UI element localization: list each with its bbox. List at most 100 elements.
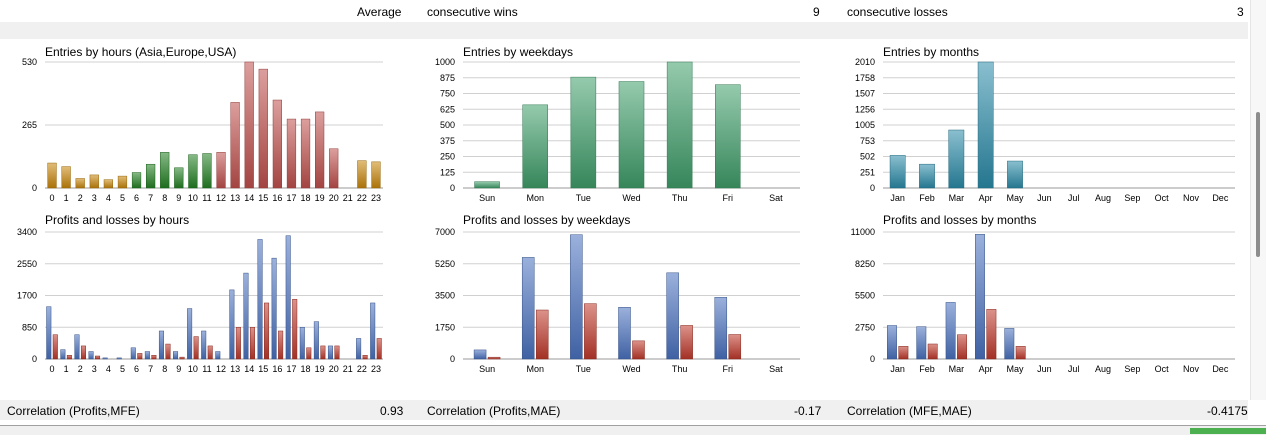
profit-bar xyxy=(60,349,66,360)
x-tick-label: Tue xyxy=(576,193,591,203)
x-tick-label: 11 xyxy=(202,193,211,203)
x-tick-label: 5 xyxy=(120,193,125,203)
tab-strip[interactable] xyxy=(0,425,1266,435)
bar xyxy=(131,172,142,189)
y-tick-label: 1507 xyxy=(855,89,875,99)
x-tick-label: Aug xyxy=(1095,364,1111,374)
x-tick-label: 23 xyxy=(371,364,381,374)
loss-bar xyxy=(306,347,312,360)
y-tick-label: 5250 xyxy=(435,259,455,269)
x-tick-label: Sun xyxy=(479,364,495,374)
x-tick-label: 0 xyxy=(50,193,55,203)
x-tick-label: 18 xyxy=(301,193,311,203)
profit-bar xyxy=(158,330,164,360)
x-tick-label: 8 xyxy=(162,193,167,203)
x-tick-label: Mar xyxy=(949,193,965,203)
bar xyxy=(315,111,325,189)
summary-row: Average consecutive wins 9 consecutive l… xyxy=(0,0,1248,22)
bar xyxy=(89,174,99,189)
chart-hours: Entries by hours (Asia,Europe,USA)026553… xyxy=(22,45,383,203)
x-tick-label: 13 xyxy=(230,193,240,203)
y-tick-label: 1005 xyxy=(855,120,875,130)
correlation-profits-mfe-value: 0.93 xyxy=(380,404,404,418)
x-tick-label: 2 xyxy=(78,193,83,203)
loss-bar xyxy=(235,327,241,360)
profit-bar xyxy=(130,347,136,360)
x-tick-label: Sat xyxy=(769,364,783,374)
correlation-profits-mfe-label: Correlation (Profits,MFE) xyxy=(7,404,140,418)
chart-title: Entries by months xyxy=(883,45,979,59)
y-tick-label: 1758 xyxy=(855,73,875,83)
loss-bar xyxy=(292,298,298,360)
y-tick-label: 250 xyxy=(440,152,455,162)
bar xyxy=(570,76,597,189)
y-tick-label: 1256 xyxy=(855,104,875,114)
x-tick-label: May xyxy=(1006,364,1024,374)
bar xyxy=(272,99,282,189)
scrollbar-thumb[interactable] xyxy=(1256,112,1260,257)
loss-bar xyxy=(376,338,382,360)
x-tick-label: Jul xyxy=(1068,193,1080,203)
bar xyxy=(174,167,184,189)
x-tick-label: 12 xyxy=(216,193,226,203)
bar xyxy=(715,84,741,189)
x-tick-label: 2 xyxy=(78,364,83,374)
bar xyxy=(117,175,128,189)
y-tick-label: 3500 xyxy=(435,291,455,301)
loss-bar xyxy=(320,345,326,360)
y-tick-label: 251 xyxy=(860,167,875,177)
chart-title: Profits and losses by weekdays xyxy=(463,213,630,227)
bar xyxy=(618,81,645,189)
profit-bar xyxy=(88,351,94,360)
x-tick-label: 9 xyxy=(176,364,181,374)
x-tick-label: 23 xyxy=(371,193,381,203)
x-tick-label: 15 xyxy=(258,364,268,374)
x-tick-label: 15 xyxy=(258,193,268,203)
bar xyxy=(146,163,156,189)
chart-title: Profits and losses by months xyxy=(883,213,1036,227)
profit-bar xyxy=(1004,328,1015,360)
bar xyxy=(258,68,268,189)
y-tick-label: 0 xyxy=(870,183,875,193)
chart-pl-hours: Profits and losses by hours0850170025503… xyxy=(17,213,383,374)
x-tick-label: Apr xyxy=(979,193,993,203)
loss-bar xyxy=(584,303,597,360)
correlation-profits-mae-value: -0.17 xyxy=(794,404,822,418)
bar xyxy=(1007,160,1023,189)
y-tick-label: 1700 xyxy=(17,291,37,301)
profit-bar xyxy=(243,272,249,360)
x-tick-label: 9 xyxy=(176,193,181,203)
loss-bar xyxy=(95,355,101,360)
profit-bar xyxy=(187,308,193,360)
loss-bar xyxy=(680,325,693,360)
bar xyxy=(666,61,693,189)
chart-weekdays: Entries by weekdays 0 125 250 375 500 625 750 87… xyxy=(435,45,800,203)
correlation-profits-mae-label: Correlation (Profits,MAE) xyxy=(427,404,561,418)
x-tick-label: Sat xyxy=(769,193,783,203)
x-tick-label: Jun xyxy=(1037,193,1052,203)
x-tick-label: 8 xyxy=(162,364,167,374)
y-tick-label: 0 xyxy=(870,354,875,364)
bar xyxy=(919,163,935,189)
bar xyxy=(357,160,367,189)
x-tick-label: 22 xyxy=(357,193,367,203)
y-tick-label: 502 xyxy=(860,152,875,162)
profit-bar xyxy=(945,302,956,360)
loss-bar xyxy=(362,355,368,360)
loss-bar xyxy=(334,345,340,360)
profit-bar xyxy=(215,351,221,360)
vertical-scrollbar[interactable] xyxy=(1250,0,1266,400)
profit-bar xyxy=(916,326,927,360)
bar xyxy=(244,61,254,189)
y-tick-label: 0 xyxy=(450,183,455,193)
chart-title: Profits and losses by hours xyxy=(45,213,189,227)
x-tick-label: Thu xyxy=(672,193,688,203)
chart-pl-months: Profits and losses by months 0 2750 5500 825… xyxy=(851,213,1235,374)
consecutive-wins-value: 9 xyxy=(813,5,820,19)
x-tick-label: 13 xyxy=(230,364,240,374)
loss-bar xyxy=(632,340,645,360)
bar xyxy=(75,178,85,189)
y-tick-label: 0 xyxy=(32,354,37,364)
x-tick-label: Feb xyxy=(919,364,935,374)
x-tick-label: 18 xyxy=(301,364,311,374)
